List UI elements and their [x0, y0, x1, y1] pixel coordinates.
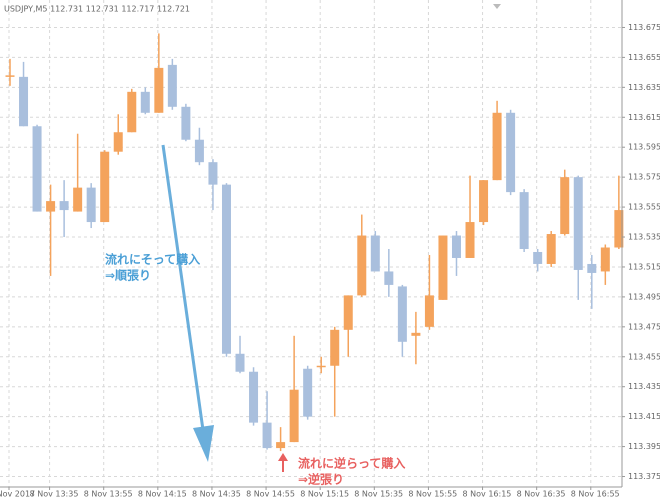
- candle-body: [357, 235, 367, 296]
- candle-body: [384, 271, 394, 285]
- candle-body: [533, 251, 543, 264]
- candle-body: [506, 112, 516, 193]
- x-tick-label: 8 Nov 16:35: [517, 490, 566, 499]
- y-tick-label: 113.575: [628, 173, 660, 182]
- candle-body: [451, 235, 461, 258]
- candle-body: [492, 112, 502, 181]
- candle-body: [397, 286, 407, 342]
- candle-body: [235, 353, 245, 372]
- trend-arrow: [161, 144, 205, 431]
- counter-arrow-head: [278, 453, 288, 461]
- x-tick-label: 8 Nov 16:15: [463, 490, 512, 499]
- candle-body: [560, 177, 570, 235]
- candle-body: [411, 332, 421, 336]
- candle-body: [5, 75, 15, 77]
- candle-body: [330, 329, 340, 366]
- candle-body: [370, 235, 380, 272]
- y-tick-label: 113.635: [628, 83, 660, 92]
- x-tick-label: 8 Nov 2017: [0, 490, 35, 499]
- candle-body: [479, 180, 489, 223]
- candle-body: [289, 389, 299, 443]
- y-tick-label: 113.535: [628, 233, 660, 242]
- candle-body: [424, 295, 434, 327]
- candle-body: [573, 177, 583, 270]
- candle-body: [587, 263, 597, 273]
- candle-body: [208, 162, 218, 185]
- candle-body: [154, 67, 164, 113]
- candle-body: [438, 235, 448, 300]
- y-tick-label: 113.655: [628, 53, 660, 62]
- candle-body: [465, 222, 475, 258]
- shift-marker: [493, 4, 501, 9]
- candle-body: [46, 201, 56, 212]
- x-tick-label: 8 Nov 13:55: [84, 490, 133, 499]
- y-tick-label: 113.455: [628, 352, 660, 361]
- candle-body: [614, 210, 624, 248]
- y-tick-label: 113.495: [628, 292, 660, 301]
- candle-body: [546, 234, 556, 264]
- candle-body: [249, 371, 259, 423]
- y-tick-label: 113.435: [628, 382, 660, 391]
- x-tick-label: 8 Nov 14:15: [138, 490, 187, 499]
- candle-body: [140, 91, 150, 113]
- annotation-text: 流れに逆らって購入: [298, 456, 405, 471]
- candle-body: [194, 139, 204, 163]
- x-tick-label: 8 Nov 14:35: [192, 490, 241, 499]
- candle-body: [127, 91, 137, 133]
- y-tick-label: 113.555: [628, 203, 660, 212]
- candle-body: [276, 442, 286, 449]
- candles: [5, 33, 624, 452]
- candle-body: [316, 365, 326, 368]
- candle-body: [343, 295, 353, 330]
- candle-body: [600, 247, 610, 272]
- candle-body: [221, 184, 231, 354]
- candle-body: [262, 422, 272, 449]
- x-tick-label: 8 Nov 14:55: [246, 490, 295, 499]
- y-tick-label: 113.595: [628, 143, 660, 152]
- candle-body: [113, 132, 123, 152]
- x-tick-label: 8 Nov 15:35: [354, 490, 403, 499]
- x-tick-label: 8 Nov 15:55: [408, 490, 457, 499]
- candle-body: [167, 64, 177, 107]
- y-tick-label: 113.415: [628, 412, 660, 421]
- candle-body: [519, 192, 529, 249]
- annotation-text: 流れにそって購入: [105, 252, 200, 267]
- annotation-text: ⇒逆張り: [298, 472, 344, 487]
- candle-body: [19, 76, 29, 127]
- x-tick-label: 8 Nov 15:15: [300, 490, 349, 499]
- candle-body: [86, 187, 96, 223]
- candle-body: [303, 368, 313, 417]
- candle-body: [32, 126, 42, 212]
- candle-body: [73, 187, 83, 212]
- annotation-text: ⇒順張り: [105, 268, 151, 283]
- x-tick-label: 8 Nov 13:35: [30, 490, 79, 499]
- candle-body: [100, 151, 110, 223]
- y-tick-label: 113.395: [628, 442, 660, 451]
- y-tick-label: 113.375: [628, 472, 660, 481]
- y-tick-label: 113.675: [628, 23, 660, 32]
- y-tick-label: 113.515: [628, 262, 660, 271]
- candle-body: [181, 106, 191, 140]
- trend-arrow-head: [193, 425, 214, 462]
- y-tick-label: 113.475: [628, 322, 660, 331]
- chart-header: USDJPY,M5 112.731 112.731 112.717 112.72…: [4, 5, 190, 14]
- x-tick-label: 8 Nov 16:55: [571, 490, 620, 499]
- y-tick-label: 113.615: [628, 113, 660, 122]
- candle-body: [59, 201, 69, 211]
